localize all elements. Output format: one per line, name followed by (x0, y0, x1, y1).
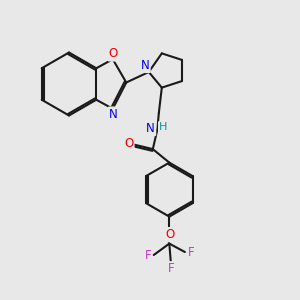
Text: H: H (159, 122, 167, 132)
Text: F: F (168, 262, 175, 275)
Text: N: N (141, 59, 150, 72)
Text: N: N (109, 108, 118, 121)
Text: N: N (146, 122, 155, 135)
Text: F: F (144, 249, 151, 262)
Text: O: O (109, 47, 118, 60)
Text: F: F (188, 246, 194, 259)
Text: O: O (124, 136, 134, 150)
Text: O: O (165, 228, 175, 241)
